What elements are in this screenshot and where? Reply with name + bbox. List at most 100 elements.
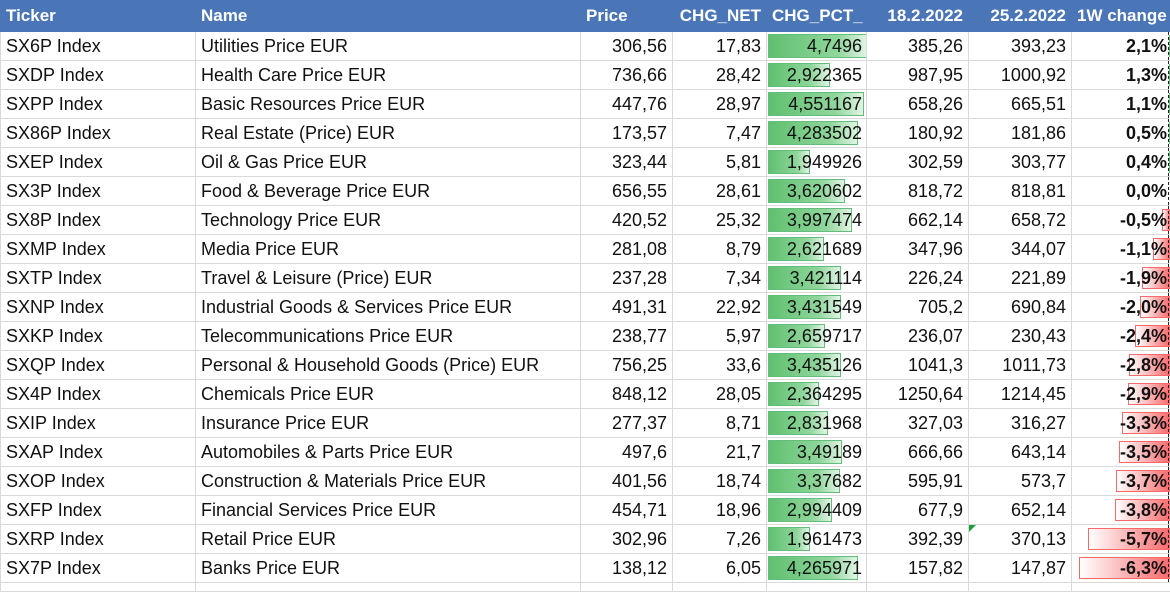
cell-1w-change[interactable]: 1,1% — [1072, 90, 1170, 119]
cell-date-1[interactable]: 226,24 — [867, 264, 969, 293]
cell-name[interactable]: Chemicals Price EUR — [196, 380, 581, 409]
cell-ticker[interactable]: SXTP Index — [1, 264, 196, 293]
cell-ticker[interactable]: SXQP Index — [1, 351, 196, 380]
cell-ticker[interactable]: SXMP Index — [1, 235, 196, 264]
cell-ticker[interactable]: SXOP Index — [1, 467, 196, 496]
cell-date-1[interactable]: 302,59 — [867, 148, 969, 177]
cell-chg-pct[interactable]: 2,994409 — [767, 496, 867, 525]
cell-date-2[interactable]: 1214,45 — [969, 380, 1072, 409]
cell-name[interactable]: Real Estate (Price) EUR — [196, 119, 581, 148]
cell-date-2[interactable]: 221,89 — [969, 264, 1072, 293]
cell-1w-change[interactable]: -2,9% — [1072, 380, 1170, 409]
cell-date-1[interactable]: 595,91 — [867, 467, 969, 496]
cell-1w-change[interactable]: 0,5% — [1072, 119, 1170, 148]
cell-date-1[interactable]: 666,66 — [867, 438, 969, 467]
cell-chg-pct[interactable]: 3,431549 — [767, 293, 867, 322]
cell-price[interactable]: 497,6 — [581, 438, 673, 467]
cell-price[interactable]: 420,52 — [581, 206, 673, 235]
cell-1w-change[interactable]: 0,0% — [1072, 177, 1170, 206]
cell-price[interactable]: 277,37 — [581, 409, 673, 438]
cell-date-2[interactable]: 370,13 — [969, 525, 1072, 554]
cell-name[interactable]: Oil & Gas Price EUR — [196, 148, 581, 177]
cell-price[interactable]: 848,12 — [581, 380, 673, 409]
cell-price[interactable]: 736,66 — [581, 61, 673, 90]
cell-chg-pct[interactable]: 4,265971 — [767, 554, 867, 583]
cell-date-2[interactable]: 573,7 — [969, 467, 1072, 496]
cell-ticker[interactable]: SXRP Index — [1, 525, 196, 554]
cell-date-1[interactable]: 392,39 — [867, 525, 969, 554]
cell-chg-pct[interactable]: 4,7496 — [767, 32, 867, 61]
cell-price[interactable]: 756,25 — [581, 351, 673, 380]
cell-chg-pct[interactable]: 3,49189 — [767, 438, 867, 467]
cell-date-1[interactable]: 662,14 — [867, 206, 969, 235]
cell-chg-net[interactable]: 8,79 — [673, 235, 767, 264]
cell-chg-net[interactable]: 5,81 — [673, 148, 767, 177]
cell-price[interactable]: 237,28 — [581, 264, 673, 293]
header-ticker[interactable]: Ticker — [1, 1, 196, 32]
cell-name[interactable]: Utilities Price EUR — [196, 32, 581, 61]
cell-chg-net[interactable]: 6,05 — [673, 554, 767, 583]
cell-chg-pct[interactable]: 3,435126 — [767, 351, 867, 380]
cell-name[interactable]: Personal & Household Goods (Price) EUR — [196, 351, 581, 380]
cell-ticker[interactable]: SXPP Index — [1, 90, 196, 119]
cell-price[interactable]: 281,08 — [581, 235, 673, 264]
cell-1w-change[interactable]: -5,7% — [1072, 525, 1170, 554]
empty-cell[interactable] — [581, 583, 673, 592]
cell-chg-net[interactable]: 21,7 — [673, 438, 767, 467]
cell-date-2[interactable]: 818,81 — [969, 177, 1072, 206]
cell-name[interactable]: Financial Services Price EUR — [196, 496, 581, 525]
cell-price[interactable]: 491,31 — [581, 293, 673, 322]
cell-chg-pct[interactable]: 1,949926 — [767, 148, 867, 177]
header-1w-change[interactable]: 1W change — [1072, 1, 1170, 32]
cell-date-1[interactable]: 1250,64 — [867, 380, 969, 409]
header-date-2[interactable]: 25.2.2022 — [969, 1, 1072, 32]
cell-date-1[interactable]: 157,82 — [867, 554, 969, 583]
cell-name[interactable]: Insurance Price EUR — [196, 409, 581, 438]
cell-1w-change[interactable]: -1,9% — [1072, 264, 1170, 293]
cell-ticker[interactable]: SX86P Index — [1, 119, 196, 148]
cell-chg-net[interactable]: 7,26 — [673, 525, 767, 554]
cell-date-2[interactable]: 344,07 — [969, 235, 1072, 264]
cell-1w-change[interactable]: -3,3% — [1072, 409, 1170, 438]
cell-chg-pct[interactable]: 3,997474 — [767, 206, 867, 235]
cell-date-1[interactable]: 677,9 — [867, 496, 969, 525]
cell-date-1[interactable]: 1041,3 — [867, 351, 969, 380]
cell-ticker[interactable]: SX6P Index — [1, 32, 196, 61]
cell-date-2[interactable]: 230,43 — [969, 322, 1072, 351]
empty-cell[interactable] — [1, 583, 196, 592]
cell-ticker[interactable]: SXNP Index — [1, 293, 196, 322]
cell-chg-pct[interactable]: 2,831968 — [767, 409, 867, 438]
cell-ticker[interactable]: SXEP Index — [1, 148, 196, 177]
cell-1w-change[interactable]: -0,5% — [1072, 206, 1170, 235]
cell-ticker[interactable]: SX8P Index — [1, 206, 196, 235]
cell-chg-net[interactable]: 28,61 — [673, 177, 767, 206]
cell-date-2[interactable]: 658,72 — [969, 206, 1072, 235]
cell-chg-net[interactable]: 33,6 — [673, 351, 767, 380]
cell-chg-net[interactable]: 25,32 — [673, 206, 767, 235]
cell-date-2[interactable]: 316,27 — [969, 409, 1072, 438]
cell-date-1[interactable]: 658,26 — [867, 90, 969, 119]
cell-chg-net[interactable]: 22,92 — [673, 293, 767, 322]
cell-chg-net[interactable]: 18,96 — [673, 496, 767, 525]
cell-name[interactable]: Basic Resources Price EUR — [196, 90, 581, 119]
cell-date-1[interactable]: 347,96 — [867, 235, 969, 264]
cell-price[interactable]: 138,12 — [581, 554, 673, 583]
cell-name[interactable]: Media Price EUR — [196, 235, 581, 264]
cell-1w-change[interactable]: -2,0% — [1072, 293, 1170, 322]
cell-chg-net[interactable]: 18,74 — [673, 467, 767, 496]
empty-cell[interactable] — [867, 583, 969, 592]
cell-ticker[interactable]: SXKP Index — [1, 322, 196, 351]
cell-date-2[interactable]: 1011,73 — [969, 351, 1072, 380]
cell-price[interactable]: 173,57 — [581, 119, 673, 148]
cell-date-2[interactable]: 393,23 — [969, 32, 1072, 61]
cell-1w-change[interactable]: 1,3% — [1072, 61, 1170, 90]
cell-price[interactable]: 306,56 — [581, 32, 673, 61]
cell-1w-change[interactable]: 0,4% — [1072, 148, 1170, 177]
cell-price[interactable]: 447,76 — [581, 90, 673, 119]
cell-1w-change[interactable]: -1,1% — [1072, 235, 1170, 264]
cell-chg-pct[interactable]: 3,620602 — [767, 177, 867, 206]
cell-chg-net[interactable]: 8,71 — [673, 409, 767, 438]
cell-chg-pct[interactable]: 2,621689 — [767, 235, 867, 264]
cell-date-2[interactable]: 665,51 — [969, 90, 1072, 119]
cell-chg-net[interactable]: 17,83 — [673, 32, 767, 61]
